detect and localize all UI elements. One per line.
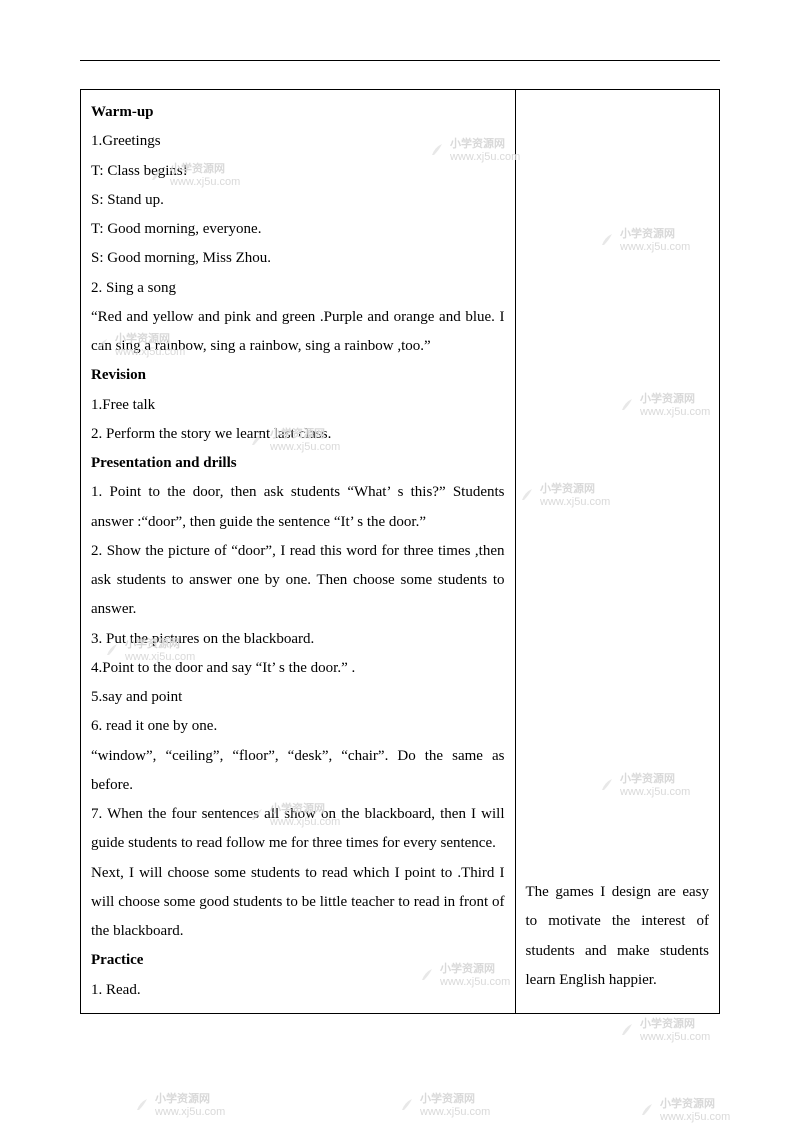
song-text: “Red and yellow and pink and green .Purp… <box>91 303 505 362</box>
practice-heading: Practice <box>91 946 505 975</box>
warmup-line: S: Good morning, Miss Zhou. <box>91 244 505 273</box>
presentation-heading: Presentation and drills <box>91 449 505 478</box>
warmup-line: 2. Sing a song <box>91 274 505 303</box>
pres-line: 6. read it one by one. <box>91 712 505 741</box>
watermark: 小学资源网www.xj5u.com <box>620 1015 710 1043</box>
leaf-icon <box>620 1021 636 1037</box>
practice-line: 1. Read. <box>91 976 505 1005</box>
lesson-plan-table: Warm-up 1.Greetings T: Class begins! S: … <box>80 89 720 1014</box>
pres-line: 4.Point to the door and say “It’ s the d… <box>91 654 505 683</box>
right-note: The games I design are easy to motivate … <box>526 878 709 995</box>
leaf-icon <box>640 1101 656 1117</box>
warmup-line: T: Good morning, everyone. <box>91 215 505 244</box>
leaf-icon <box>135 1096 151 1112</box>
revision-line: 1.Free talk <box>91 391 505 420</box>
right-column: The games I design are easy to motivate … <box>515 90 719 1014</box>
warmup-heading: Warm-up <box>91 98 505 127</box>
warmup-line: 1.Greetings <box>91 127 505 156</box>
warmup-line: S: Stand up. <box>91 186 505 215</box>
top-rule <box>80 60 720 61</box>
pres-line: 3. Put the pictures on the blackboard. <box>91 625 505 654</box>
revision-heading: Revision <box>91 361 505 390</box>
watermark: 小学资源网www.xj5u.com <box>400 1090 490 1118</box>
watermark: 小学资源网www.xj5u.com <box>135 1090 225 1118</box>
pres-line: 1. Point to the door, then ask students … <box>91 478 505 537</box>
pres-line: 2. Show the picture of “door”, I read th… <box>91 537 505 625</box>
pres-line: 5.say and point <box>91 683 505 712</box>
left-column: Warm-up 1.Greetings T: Class begins! S: … <box>81 90 516 1014</box>
pres-line: 7. When the four sentences all show on t… <box>91 800 505 859</box>
warmup-line: T: Class begins! <box>91 157 505 186</box>
leaf-icon <box>400 1096 416 1112</box>
watermark: 小学资源网www.xj5u.com <box>640 1095 730 1123</box>
revision-line: 2. Perform the story we learnt last clas… <box>91 420 505 449</box>
pres-next: Next, I will choose some students to rea… <box>91 859 505 947</box>
pres-words: “window”, “ceiling”, “floor”, “desk”, “c… <box>91 742 505 801</box>
